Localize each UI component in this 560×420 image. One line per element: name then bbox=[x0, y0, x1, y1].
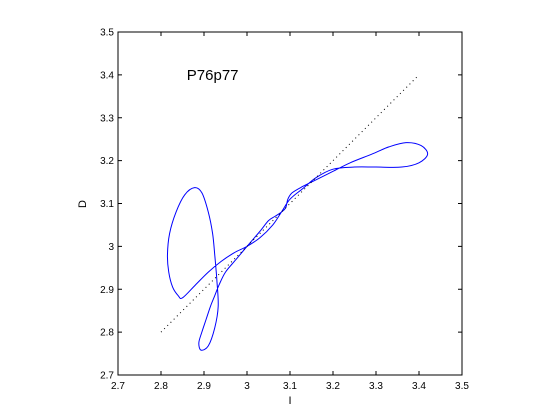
y-tick-label: 2.8 bbox=[100, 328, 114, 339]
x-tick-label: 2.9 bbox=[197, 381, 211, 392]
y-tick-label: 3.5 bbox=[100, 28, 114, 39]
x-axis-ticks: 2.7 2.8 2.9 3 3.1 3.2 3.3 3.4 3.5 bbox=[111, 32, 469, 392]
y-tick-label: 2.7 bbox=[100, 371, 114, 382]
y-axis-ticks: 2.7 2.8 2.9 3 3.1 3.2 3.3 3.4 3.5 bbox=[100, 28, 462, 382]
y-axis-label: D bbox=[77, 200, 89, 208]
y-tick-label: 3.2 bbox=[100, 156, 114, 167]
y-tick-label: 3.1 bbox=[100, 199, 114, 210]
x-tick-label: 2.7 bbox=[111, 381, 125, 392]
y-tick-label: 3.4 bbox=[100, 70, 114, 81]
y-tick-label: 3.3 bbox=[100, 113, 114, 124]
y-tick-label: 2.9 bbox=[100, 285, 114, 296]
x-tick-label: 3.2 bbox=[326, 381, 340, 392]
plot-area bbox=[118, 32, 462, 375]
x-tick-label: 3.1 bbox=[283, 381, 297, 392]
y-tick-label: 3 bbox=[108, 242, 114, 253]
x-tick-label: 3.3 bbox=[369, 381, 383, 392]
chart-annotation: P76p77 bbox=[187, 67, 239, 84]
x-tick-label: 2.8 bbox=[154, 381, 168, 392]
series-layer bbox=[160, 74, 429, 351]
series-curve bbox=[166, 142, 429, 351]
x-tick-label: 3.5 bbox=[455, 381, 469, 392]
x-tick-label: 3.4 bbox=[412, 381, 426, 392]
x-axis-label: I bbox=[288, 395, 291, 407]
x-tick-label: 3 bbox=[244, 381, 250, 392]
